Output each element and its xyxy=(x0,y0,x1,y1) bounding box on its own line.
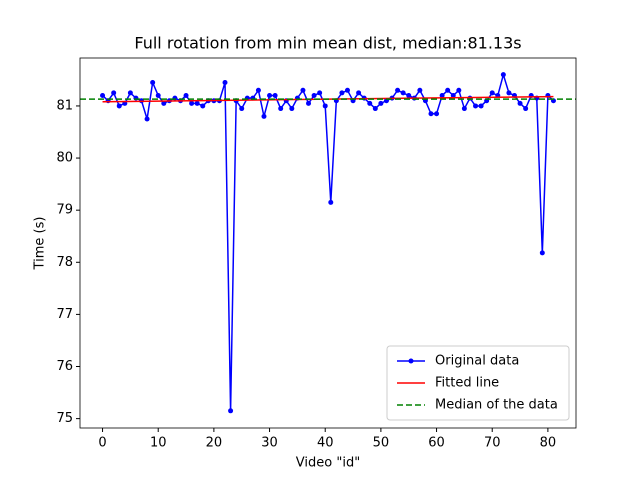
x-tick-label: 40 xyxy=(317,436,334,451)
data-point xyxy=(322,103,328,109)
data-point xyxy=(150,79,156,85)
data-point xyxy=(456,87,462,93)
data-line xyxy=(102,71,554,411)
data-point xyxy=(306,100,312,106)
data-point xyxy=(194,100,200,106)
legend-box xyxy=(386,345,570,421)
data-point xyxy=(473,103,479,109)
data-point xyxy=(500,72,506,78)
data-point xyxy=(372,106,378,112)
data-point xyxy=(367,100,373,106)
x-tick-label: 30 xyxy=(261,436,278,451)
x-tick-label: 10 xyxy=(150,436,167,451)
data-point xyxy=(434,111,440,117)
data-point xyxy=(417,87,423,93)
y-tick-label: 80 xyxy=(56,151,73,166)
data-point xyxy=(239,106,245,112)
data-point xyxy=(317,90,323,96)
x-tick-label: 50 xyxy=(373,436,390,451)
x-tick-label: 20 xyxy=(206,436,223,451)
data-point xyxy=(328,199,334,205)
data-point xyxy=(200,103,206,109)
data-point xyxy=(127,90,133,96)
y-tick-label: 76 xyxy=(56,359,73,374)
x-tick-label: 70 xyxy=(484,436,501,451)
data-point xyxy=(461,106,467,112)
y-tick-label: 79 xyxy=(56,203,73,218)
data-point xyxy=(111,90,117,96)
data-point xyxy=(523,106,529,112)
data-point xyxy=(506,90,512,96)
data-point xyxy=(183,93,189,99)
y-tick-label: 75 xyxy=(56,411,73,426)
data-point xyxy=(261,113,267,119)
plot-frame xyxy=(79,57,577,429)
x-tick-label: 80 xyxy=(540,436,557,451)
data-point xyxy=(344,87,350,93)
data-point xyxy=(272,93,278,99)
y-tick-label: 77 xyxy=(56,307,73,322)
data-point xyxy=(450,93,456,99)
data-point xyxy=(378,100,384,106)
data-point xyxy=(339,90,345,96)
data-point xyxy=(445,87,451,93)
y-axis-label: Time (s) xyxy=(33,217,48,271)
chart-title: Full rotation from min mean dist, median… xyxy=(134,34,521,53)
data-point xyxy=(300,87,306,93)
data-point xyxy=(356,90,362,96)
legend-label: Median of the data xyxy=(435,398,558,413)
data-point xyxy=(289,106,295,112)
data-point xyxy=(116,103,122,109)
data-point xyxy=(278,106,284,112)
data-point xyxy=(155,93,161,99)
data-point xyxy=(222,79,228,85)
x-tick-label: 0 xyxy=(98,436,106,451)
data-point xyxy=(311,93,317,99)
x-tick-label: 60 xyxy=(428,436,445,451)
data-point xyxy=(478,103,484,109)
data-point xyxy=(439,93,445,99)
data-point xyxy=(100,93,106,99)
x-axis-label: Video "id" xyxy=(296,456,360,471)
data-point xyxy=(395,87,401,93)
data-point xyxy=(144,116,150,122)
legend-marker xyxy=(408,358,414,364)
data-point xyxy=(228,408,234,414)
y-tick-label: 78 xyxy=(56,255,73,270)
data-point xyxy=(255,87,261,93)
y-tick-label: 81 xyxy=(56,98,73,113)
data-point xyxy=(489,90,495,96)
data-point xyxy=(400,90,406,96)
data-point xyxy=(161,100,167,106)
data-point xyxy=(428,111,434,117)
data-point xyxy=(517,100,523,106)
data-point xyxy=(539,250,545,256)
legend-label: Original data xyxy=(435,354,519,369)
data-point xyxy=(189,100,195,106)
data-point xyxy=(406,93,412,99)
legend-label: Fitted line xyxy=(435,376,499,391)
data-point xyxy=(267,93,273,99)
